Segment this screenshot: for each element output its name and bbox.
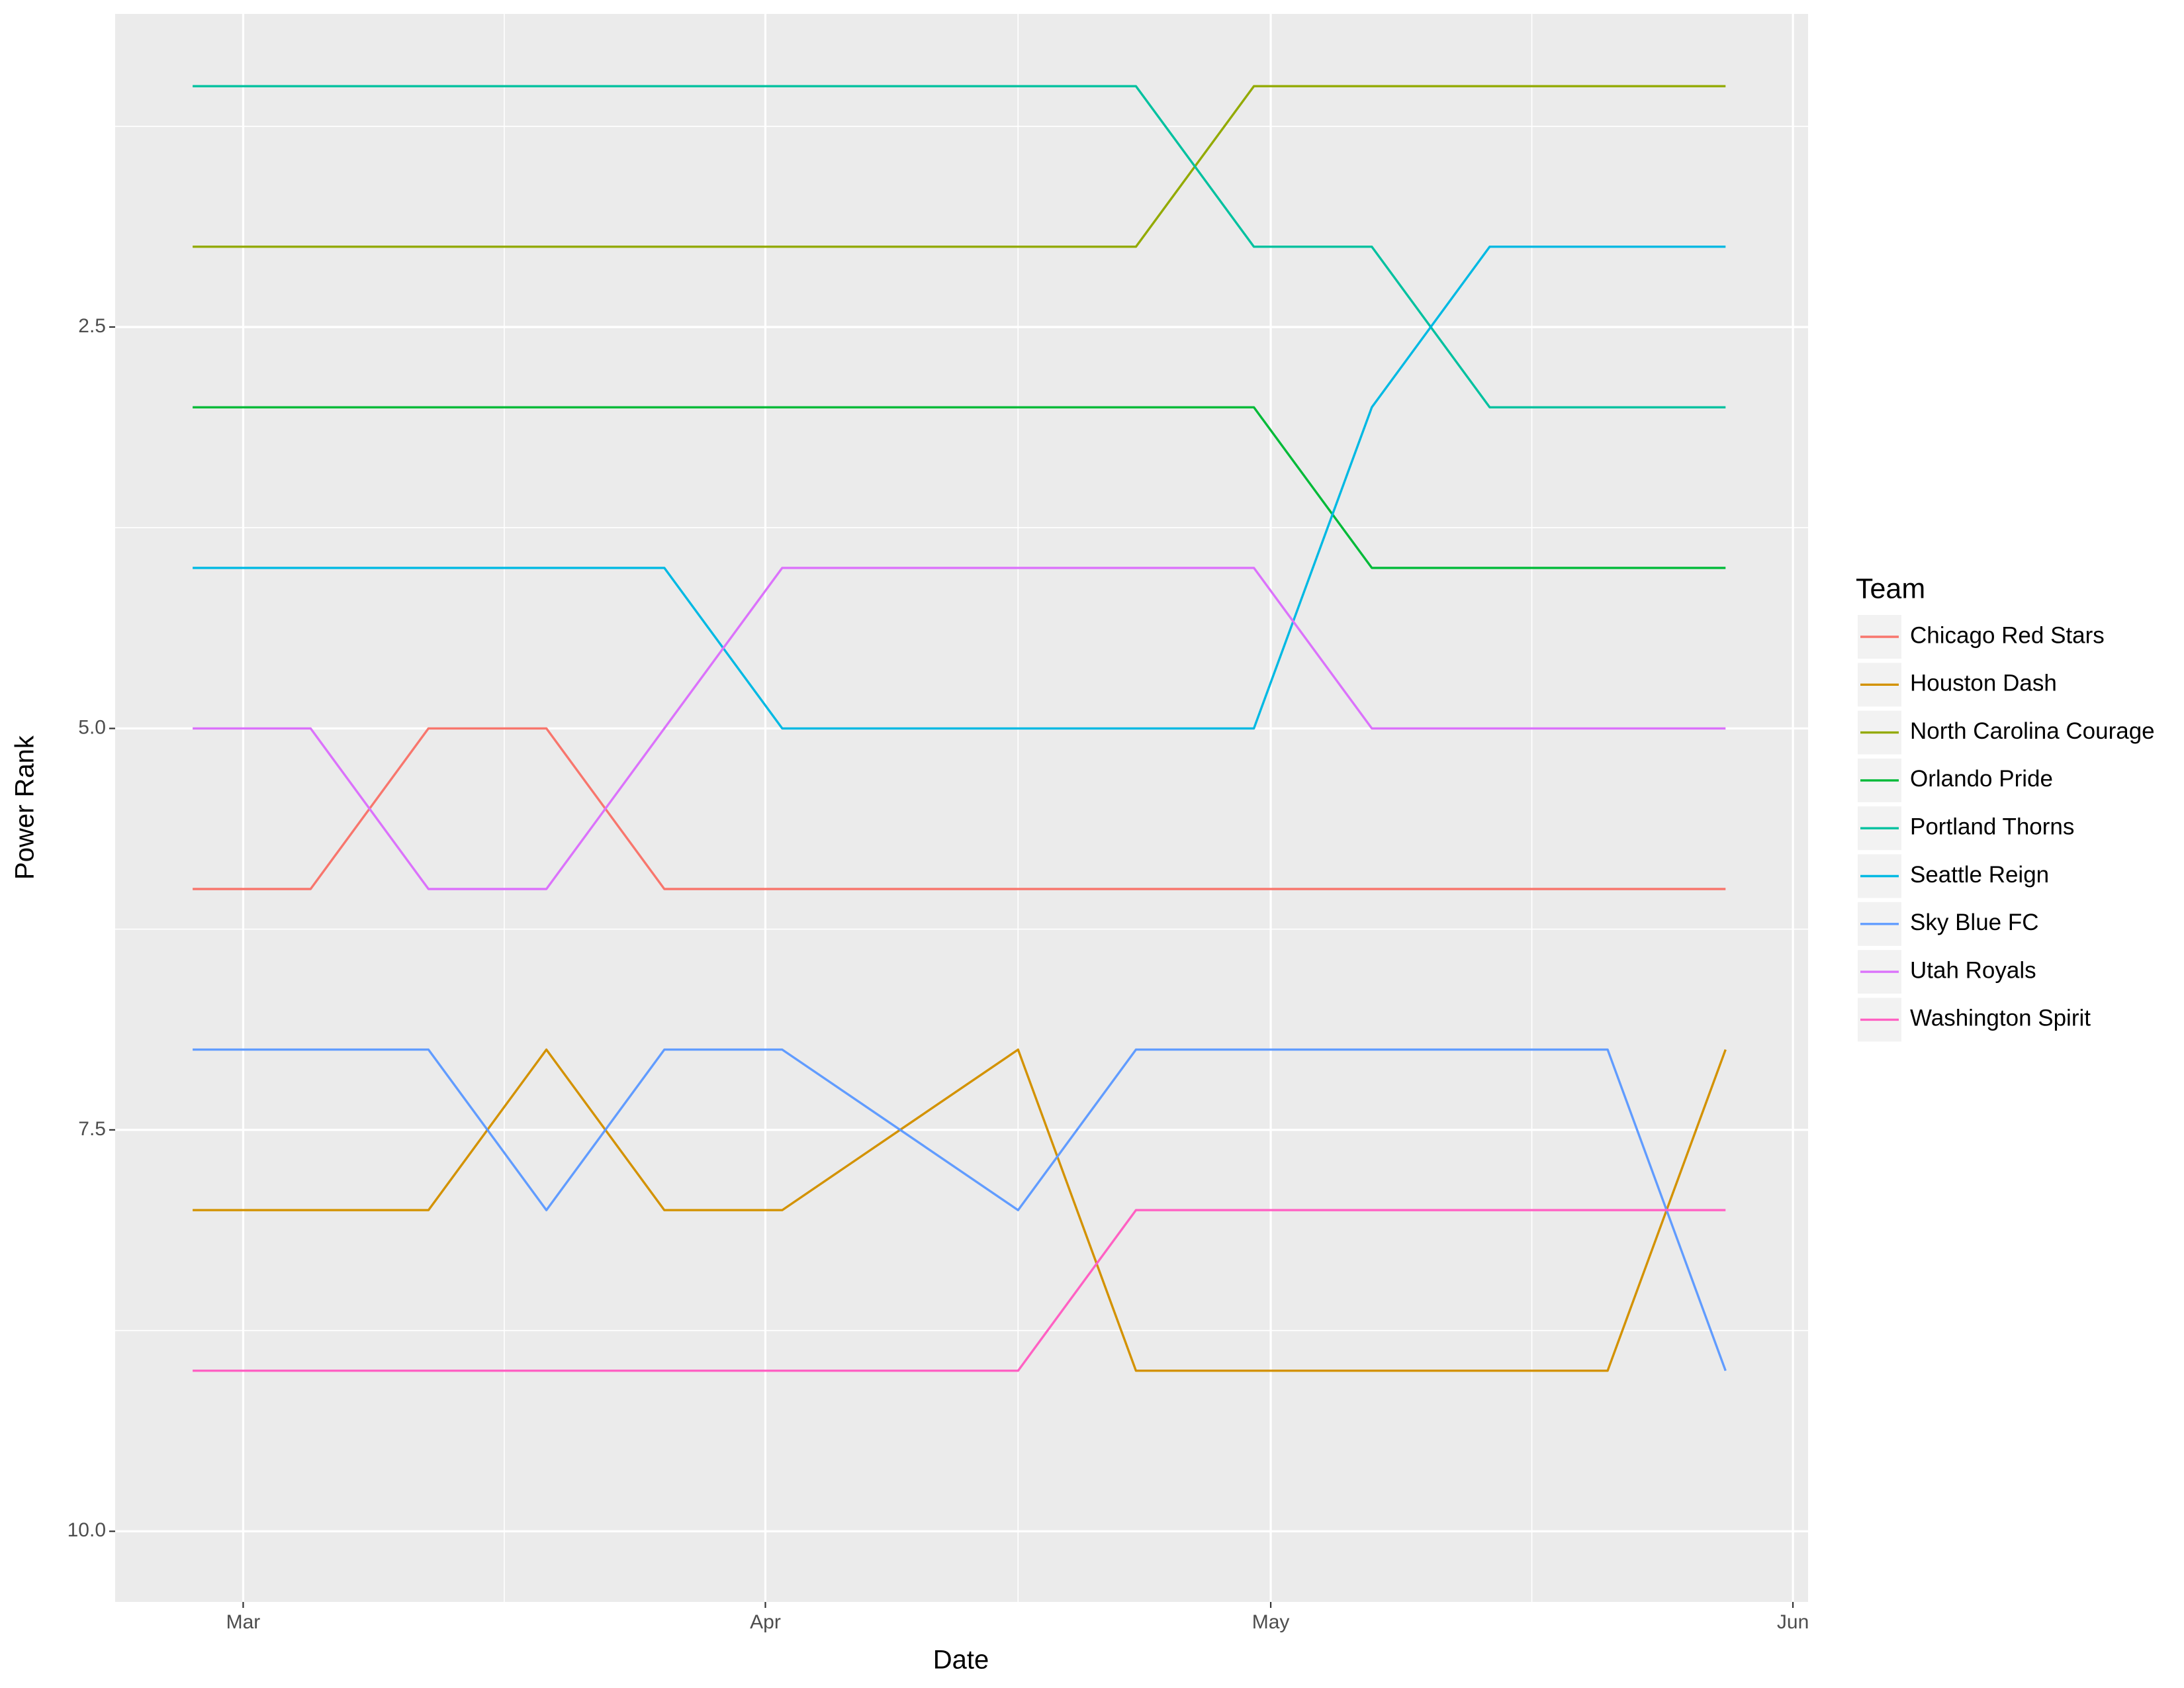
legend-label: Portland Thorns: [1910, 814, 2074, 839]
series-line: [193, 1048, 1727, 1372]
legend-label: Orlando Pride: [1910, 766, 2053, 792]
x-tick-label: Jun: [1777, 1611, 1809, 1633]
legend-title: Team: [1856, 573, 1925, 604]
series-line: [193, 246, 1726, 730]
series-line: [193, 85, 1726, 248]
legend-label: North Carolina Courage: [1910, 718, 2155, 744]
series-line: [193, 567, 1726, 890]
legend-label: Chicago Red Stars: [1910, 622, 2105, 648]
x-axis-title: Date: [933, 1646, 989, 1675]
series-line: [193, 85, 1726, 408]
y-tick-label: 10.0: [68, 1519, 106, 1541]
x-tick-label: Apr: [750, 1611, 781, 1633]
x-tick-label: Mar: [226, 1611, 261, 1633]
y-tick-label: 5.0: [78, 716, 106, 738]
legend-label: Utah Royals: [1910, 957, 2036, 983]
legend-label: Seattle Reign: [1910, 862, 2049, 888]
legend-label: Washington Spirit: [1910, 1006, 2091, 1031]
y-axis-title: Power Rank: [11, 735, 40, 880]
series-line: [193, 727, 1726, 890]
x-tick-label: May: [1252, 1611, 1290, 1633]
series-line: [193, 406, 1726, 569]
legend-label: Houston Dash: [1910, 671, 2057, 696]
panel-background: [115, 14, 1808, 1602]
series-line: [193, 1048, 1727, 1372]
series-line: [193, 1209, 1726, 1372]
legend-label: Sky Blue FC: [1910, 910, 2039, 935]
y-tick-label: 2.5: [78, 315, 106, 337]
y-tick-label: 7.5: [78, 1118, 106, 1140]
